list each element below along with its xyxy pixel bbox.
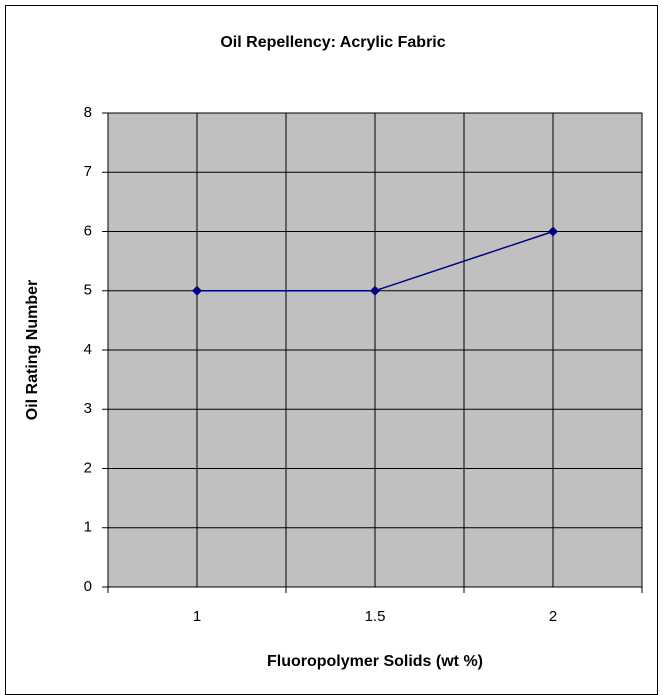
- y-axis-label: Oil Rating Number: [24, 280, 41, 420]
- x-tick-label: 2: [549, 608, 557, 625]
- y-tick-label: 5: [84, 282, 92, 299]
- y-tick-label: 4: [84, 341, 92, 358]
- y-tick-label: 7: [84, 163, 92, 180]
- data-point: [548, 226, 558, 237]
- y-tick-label: 2: [84, 459, 92, 476]
- y-tick-label: 3: [84, 400, 92, 417]
- data-point: [192, 285, 202, 296]
- y-tick-label: 6: [84, 222, 92, 239]
- chart-title: Oil Repellency: Acrylic Fabric: [220, 34, 445, 51]
- y-tick-label: 0: [84, 578, 92, 595]
- y-tick-label: 8: [84, 104, 92, 121]
- x-tick-label: 1: [193, 608, 201, 625]
- x-tick-label: 1.5: [365, 608, 386, 625]
- y-tick-label: 1: [84, 519, 92, 536]
- data-point: [370, 285, 380, 296]
- x-axis-label: Fluoropolymer Solids (wt %): [267, 653, 483, 670]
